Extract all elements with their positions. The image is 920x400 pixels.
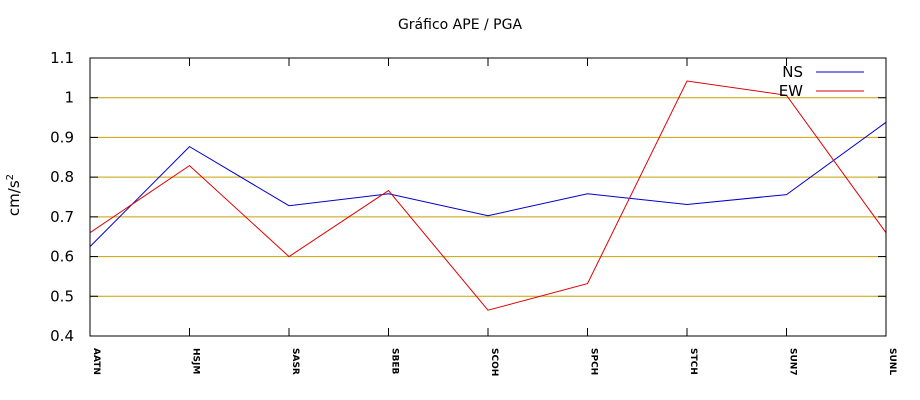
y-tick-label: 0.4 bbox=[50, 327, 74, 345]
chart-title: Gráfico APE / PGA bbox=[397, 17, 523, 33]
x-axis-ticks: AATN HSJM SASR SBEB SCOH SPCH STCH SUN7 SUNL bbox=[89, 58, 897, 376]
legend-label-ew: EW bbox=[779, 82, 803, 100]
y-tick-label: 0.7 bbox=[50, 208, 74, 226]
series-line-ns bbox=[89, 121, 887, 247]
x-tick-label: SUNL bbox=[887, 348, 897, 375]
series-lines bbox=[89, 80, 887, 311]
x-tick-label: AATN bbox=[91, 348, 101, 375]
plot-frame bbox=[89, 57, 887, 337]
grid-lines bbox=[90, 97, 886, 297]
y-axis-ticks: 0.4 0.5 0.6 0.7 0.8 0.9 1 1.1 bbox=[50, 49, 886, 345]
x-tick-label: SBEB bbox=[390, 348, 400, 374]
y-tick-label: 1.1 bbox=[50, 49, 74, 67]
x-tick-label: SCOH bbox=[489, 348, 499, 376]
y-tick-label: 0.6 bbox=[50, 248, 74, 266]
x-tick-label: HSJM bbox=[191, 348, 201, 374]
x-tick-label: SASR bbox=[290, 348, 300, 375]
legend-label-ns: NS bbox=[782, 63, 803, 81]
series-line-ew bbox=[89, 80, 887, 311]
y-tick-label: 1 bbox=[64, 89, 74, 107]
x-tick-label: STCH bbox=[688, 348, 698, 375]
y-tick-label: 0.5 bbox=[50, 287, 74, 305]
x-tick-label: SUN7 bbox=[788, 348, 798, 376]
x-tick-label: SPCH bbox=[589, 348, 599, 375]
y-tick-label: 0.9 bbox=[50, 128, 74, 146]
y-tick-label: 0.8 bbox=[50, 168, 74, 186]
